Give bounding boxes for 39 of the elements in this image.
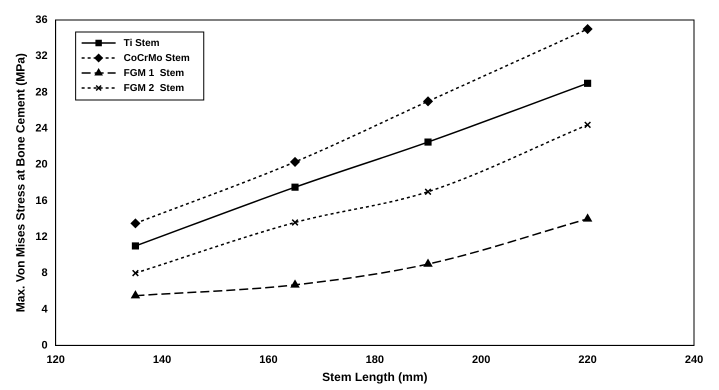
x-tick-label: 140 [152, 354, 172, 366]
point [424, 259, 432, 267]
y-tick-label: 8 [42, 267, 48, 280]
legend-label: FGM 1 Stem [124, 68, 184, 79]
point [582, 24, 592, 34]
y-tick-label: 16 [35, 194, 48, 207]
legend-label: CoCrMo Stem [124, 52, 190, 64]
point [583, 214, 592, 222]
x-tick-label: 220 [578, 354, 597, 366]
y-tick-label: 4 [42, 303, 49, 316]
point [291, 218, 299, 226]
x-tick-label: 240 [684, 354, 704, 366]
point [131, 290, 140, 298]
y-tick-label: 36 [35, 14, 48, 26]
legend-label: Ti Stem [124, 38, 160, 49]
point [290, 157, 300, 167]
y-tick-label: 0 [42, 339, 48, 352]
x-axis-title: Stem Length (mm) [322, 370, 428, 384]
x-tick-label: 120 [46, 354, 65, 366]
point [424, 138, 432, 146]
point [130, 218, 140, 228]
y-tick-label: 12 [35, 230, 48, 243]
point [584, 80, 592, 87]
y-tick-label: 28 [35, 86, 48, 98]
point [291, 184, 299, 191]
y-axis-title: Max. Von Mises Stress at Bone Cement (MPa) [14, 53, 28, 312]
point [290, 280, 300, 288]
x-tick-label: 200 [472, 354, 490, 366]
y-tick-label: 32 [35, 50, 48, 62]
point [132, 270, 140, 277]
point [132, 242, 140, 250]
y-tick-label: 24 [35, 122, 49, 134]
legend-label: FGM 2 Stem [124, 82, 184, 94]
point [424, 188, 432, 196]
x-tick-label: 180 [366, 354, 384, 366]
point [584, 121, 592, 128]
x-tick-label: 160 [259, 354, 278, 366]
y-tick-label: 20 [35, 158, 48, 171]
point [423, 96, 433, 106]
